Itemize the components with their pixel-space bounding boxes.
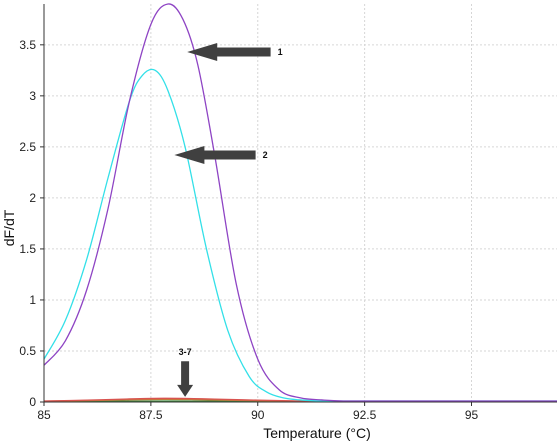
x-tick-label: 85 — [37, 408, 51, 422]
x-tick-label: 92.5 — [353, 408, 377, 422]
y-axis-title: dF/dT — [1, 209, 17, 246]
annotations: 1 2 3-7 — [174, 43, 283, 397]
y-tick-label: 3 — [29, 89, 36, 103]
y-tick-label: 1.5 — [19, 242, 36, 256]
y-tick-label: 2.5 — [19, 140, 36, 154]
x-axis-title: Temperature (°C) — [263, 425, 371, 441]
annotation-label: 1 — [278, 47, 283, 57]
y-tick-label: 3.5 — [19, 38, 36, 52]
annotation-arrow — [187, 43, 271, 61]
annotation-arrow — [177, 361, 194, 397]
annotation-label: 2 — [263, 150, 268, 160]
y-tick-label: 2 — [29, 191, 36, 205]
series-line-1 — [43, 3, 557, 402]
x-tick-label: 87.5 — [139, 408, 163, 422]
gridlines — [44, 4, 557, 402]
tick-labels: 85 87.5 90 92.5 95 0 0.5 1 1.5 2 2.5 3 3.5 — [19, 38, 478, 422]
annotation-arrow — [174, 146, 256, 164]
y-tick-label: 0.5 — [19, 344, 36, 358]
y-tick-label: 0 — [29, 395, 36, 409]
y-tick-label: 1 — [29, 293, 36, 307]
axes — [40, 4, 557, 406]
x-tick-label: 95 — [465, 408, 479, 422]
x-tick-label: 90 — [251, 408, 265, 422]
annotation-label: 3-7 — [179, 347, 192, 357]
